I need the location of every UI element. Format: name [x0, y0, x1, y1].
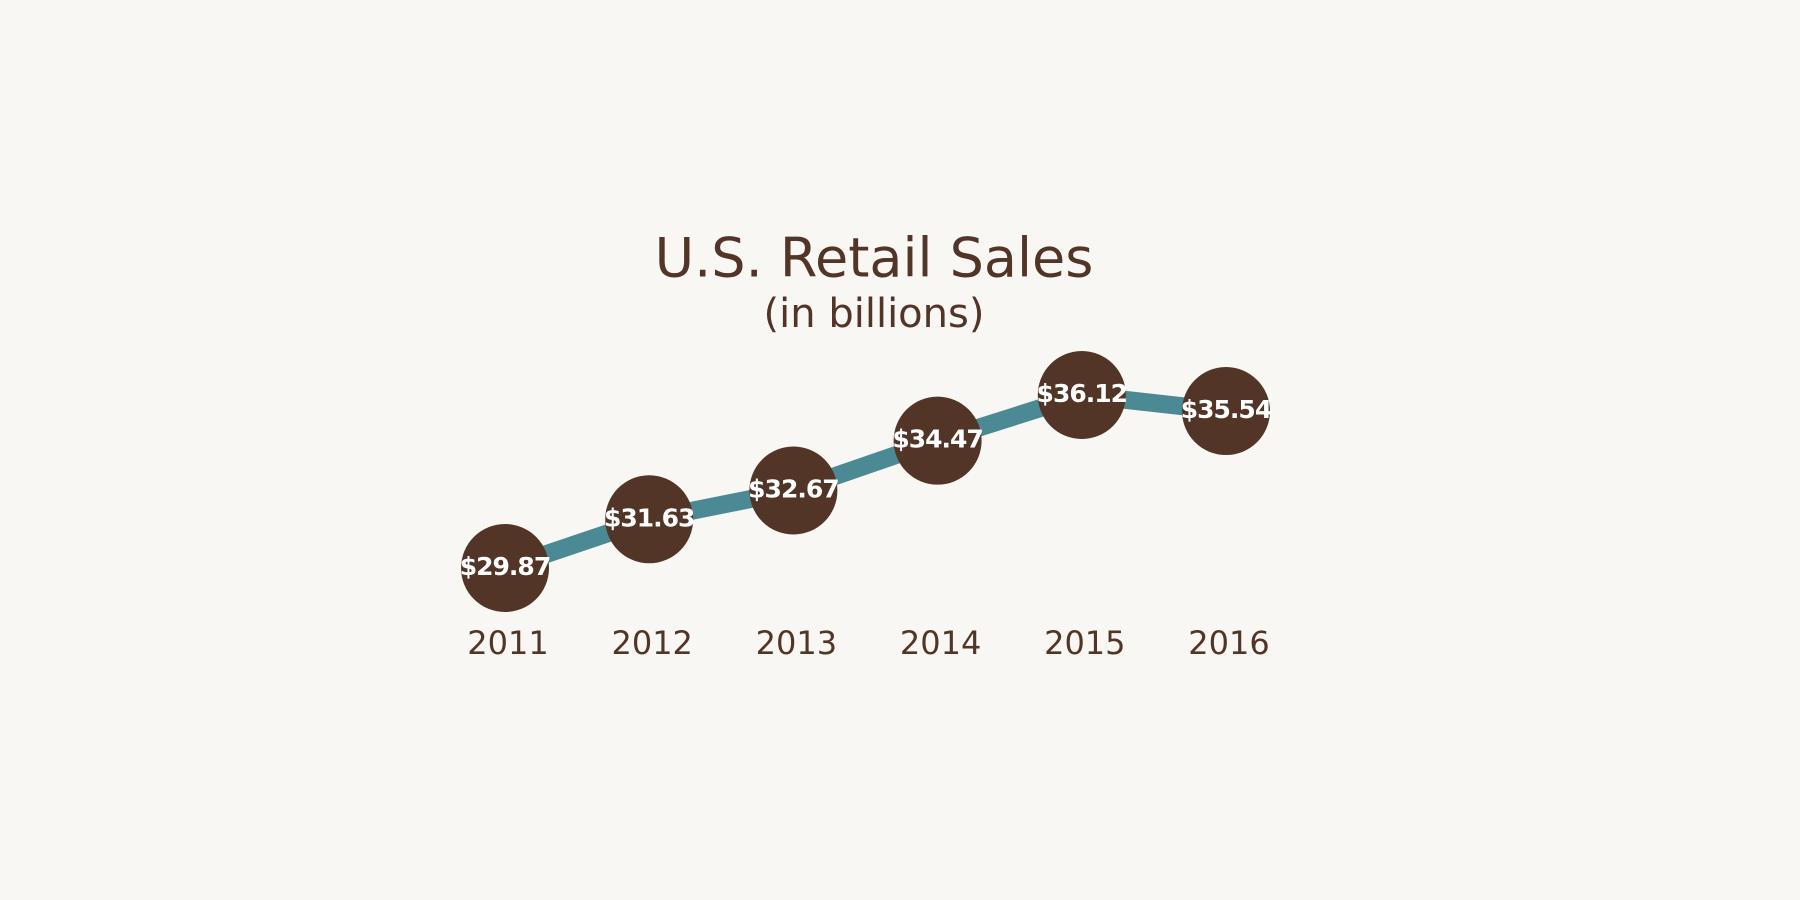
x-tick-label: 2016	[1188, 624, 1269, 662]
value-label: $36.12	[1037, 379, 1127, 408]
marker	[1182, 367, 1270, 456]
marker	[1037, 351, 1126, 439]
marker	[893, 396, 982, 485]
value-label: $34.47	[892, 425, 982, 454]
x-tick-label: 2013	[756, 624, 837, 662]
x-tick-label: 2011	[467, 624, 548, 662]
value-label: $35.54	[1181, 395, 1272, 424]
value-label: $32.67	[748, 474, 838, 503]
value-label: $29.87	[460, 552, 550, 581]
x-tick-label: 2012	[611, 624, 692, 662]
chart-title: U.S. Retail Sales	[655, 227, 1094, 290]
marker	[749, 446, 838, 535]
x-tick-label: 2014	[900, 624, 981, 662]
chart-subtitle: (in billions)	[764, 291, 985, 337]
value-label: $31.63	[604, 503, 694, 532]
marker	[605, 475, 694, 564]
marker	[461, 524, 549, 612]
x-tick-label: 2015	[1044, 624, 1125, 662]
